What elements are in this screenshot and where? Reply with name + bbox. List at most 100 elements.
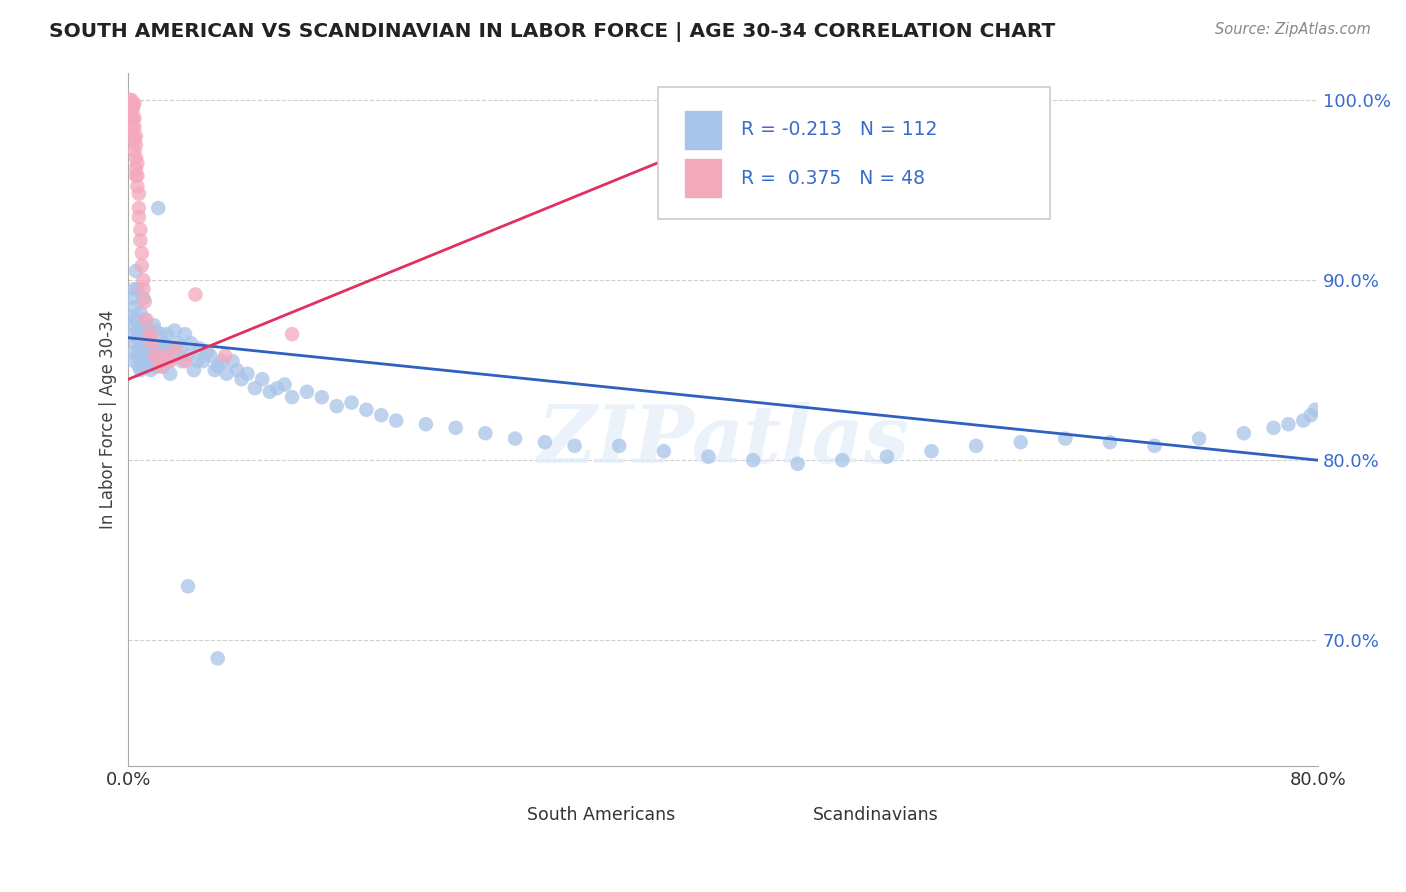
Point	[124, 120, 146, 134]
Point	[138, 345, 160, 359]
Point	[122, 111, 145, 125]
Point	[129, 327, 152, 342]
Point	[125, 128, 148, 143]
Point	[128, 359, 150, 374]
Text: SOUTH AMERICAN VS SCANDINAVIAN IN LABOR FORCE | AGE 30-34 CORRELATION CHART: SOUTH AMERICAN VS SCANDINAVIAN IN LABOR …	[49, 22, 1056, 42]
Point	[474, 426, 496, 441]
Text: ZIPatlas: ZIPatlas	[537, 401, 910, 479]
Point	[215, 367, 238, 381]
Point	[148, 201, 170, 215]
Point	[132, 291, 155, 305]
Point	[124, 144, 146, 158]
Point	[921, 444, 943, 458]
Point	[325, 399, 347, 413]
Point	[120, 318, 142, 332]
Point	[370, 408, 392, 422]
Point	[127, 156, 149, 170]
Point	[128, 201, 150, 215]
Point	[183, 363, 205, 377]
Point	[122, 291, 145, 305]
Point	[124, 111, 146, 125]
Point	[415, 417, 437, 432]
Point	[311, 390, 333, 404]
Point	[122, 345, 145, 359]
Bar	[685, 110, 723, 150]
Point	[136, 359, 159, 374]
Point	[273, 377, 295, 392]
Point	[174, 354, 197, 368]
Point	[124, 282, 146, 296]
Point	[127, 349, 149, 363]
Point	[786, 457, 808, 471]
Point	[214, 349, 236, 363]
Point	[155, 349, 177, 363]
Point	[122, 128, 145, 143]
Point	[124, 96, 146, 111]
Point	[131, 318, 153, 332]
Point	[139, 363, 162, 377]
Point	[118, 102, 141, 116]
Text: R = -0.213   N = 112: R = -0.213 N = 112	[741, 120, 938, 139]
Point	[1054, 432, 1077, 446]
Point	[120, 102, 142, 116]
Point	[170, 354, 193, 368]
Point	[162, 342, 184, 356]
Point	[118, 309, 141, 323]
Point	[281, 390, 304, 404]
Point	[155, 342, 177, 356]
Point	[165, 342, 187, 356]
FancyBboxPatch shape	[658, 87, 1050, 219]
Point	[129, 363, 152, 377]
Point	[143, 349, 166, 363]
Point	[143, 324, 166, 338]
Point	[125, 161, 148, 176]
Point	[129, 234, 152, 248]
Point	[125, 336, 148, 351]
Point	[207, 359, 229, 374]
Point	[166, 336, 188, 351]
Point	[128, 186, 150, 201]
Point	[259, 384, 281, 399]
Point	[145, 359, 167, 374]
Point	[136, 331, 159, 345]
Point	[128, 210, 150, 224]
Point	[1277, 417, 1299, 432]
Point	[177, 349, 200, 363]
Point	[139, 327, 162, 342]
Point	[191, 354, 214, 368]
Point	[149, 342, 172, 356]
Point	[157, 354, 180, 368]
Point	[231, 372, 253, 386]
Point	[1010, 435, 1032, 450]
Point	[125, 151, 148, 165]
Point	[127, 179, 149, 194]
Point	[143, 349, 166, 363]
Point	[150, 327, 173, 342]
Point	[226, 363, 249, 377]
Point	[132, 354, 155, 368]
Point	[150, 359, 173, 374]
Point	[124, 300, 146, 314]
Y-axis label: In Labor Force | Age 30-34: In Labor Force | Age 30-34	[100, 310, 117, 529]
Point	[135, 312, 157, 326]
Point	[876, 450, 898, 464]
Point	[1143, 439, 1166, 453]
Point	[211, 354, 233, 368]
Point	[136, 324, 159, 338]
Point	[169, 342, 191, 356]
Text: R =  0.375   N = 48: R = 0.375 N = 48	[741, 169, 925, 188]
Point	[385, 414, 408, 428]
Point	[444, 421, 467, 435]
Point	[122, 120, 145, 134]
Point	[135, 333, 157, 347]
Point	[118, 93, 141, 107]
Point	[148, 354, 170, 368]
Point	[184, 287, 207, 301]
Point	[340, 395, 363, 409]
Point	[152, 359, 174, 374]
Bar	[479, 803, 515, 826]
Point	[831, 453, 853, 467]
Point	[125, 312, 148, 326]
Point	[142, 318, 165, 332]
Point	[1188, 432, 1211, 446]
